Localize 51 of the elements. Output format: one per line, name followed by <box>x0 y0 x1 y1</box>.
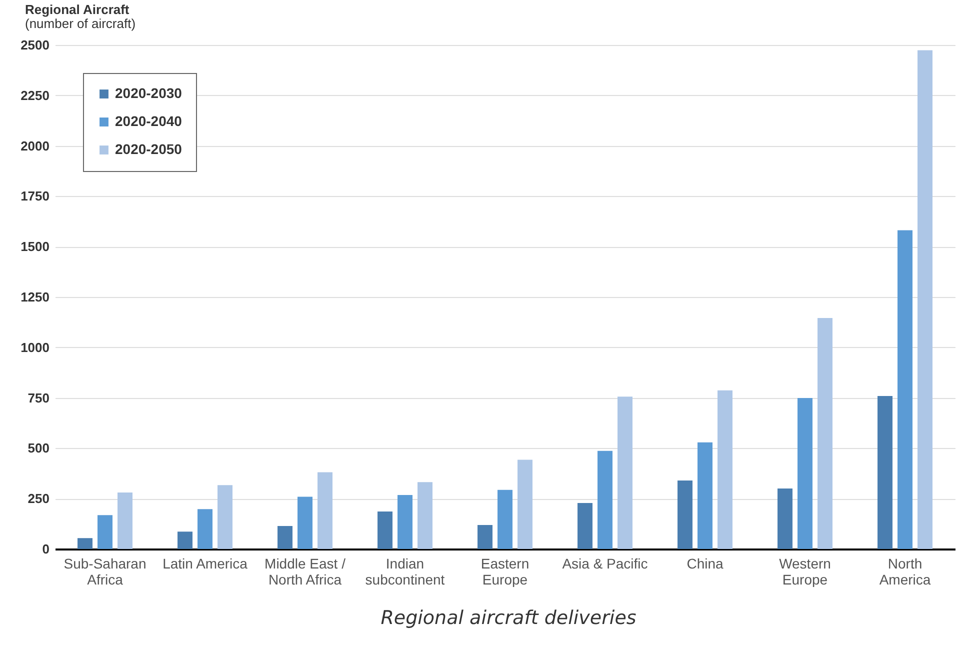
bar <box>98 515 112 549</box>
bar <box>318 472 332 549</box>
x-tick-label: China <box>686 556 724 572</box>
y-tick-label: 1500 <box>20 239 50 254</box>
x-tick-label: Latin America <box>162 556 248 572</box>
chart-subtitle: (number of aircraft) <box>25 16 136 31</box>
bar <box>718 390 732 549</box>
bar <box>678 480 692 549</box>
chart-title: Regional Aircraft <box>25 2 130 17</box>
y-tick-label: 1250 <box>20 290 50 304</box>
text: Regional aircraft deliveries <box>380 607 638 629</box>
x-tick-label: Indian subcontinent <box>365 556 445 588</box>
bar <box>378 512 392 549</box>
legend-label: 2020-2040 <box>115 113 182 129</box>
bar <box>798 398 812 549</box>
y-tick-label: 500 <box>28 440 50 456</box>
bar <box>598 450 612 549</box>
bar <box>578 503 592 549</box>
bar <box>178 532 192 549</box>
y-tick-label: 2250 <box>20 88 50 103</box>
bar <box>898 230 912 549</box>
legend-label: 2020-2030 <box>115 85 182 101</box>
x-tick-label: Middle East / North Africa <box>264 556 346 588</box>
y-tick-label: 1750 <box>20 188 50 204</box>
x-tick-label: North America <box>879 556 931 588</box>
bar <box>918 50 932 549</box>
y-tick-label: 250 <box>28 491 50 506</box>
bar <box>418 482 432 549</box>
bar <box>218 485 232 549</box>
bar <box>298 496 312 549</box>
bar <box>398 494 412 549</box>
x-tick-label: Sub-Saharan Africa <box>64 556 146 588</box>
bar <box>518 460 532 549</box>
y-tick-label: 2500 <box>20 38 50 52</box>
y-tick-label: 0 <box>42 542 50 556</box>
bar <box>198 509 212 549</box>
bar <box>478 525 492 549</box>
bar <box>818 318 832 549</box>
y-tick-label: 750 <box>28 390 50 406</box>
x-tick-label: Asia & Pacific <box>562 556 648 572</box>
legend-label: 2020-2050 <box>115 141 182 157</box>
bar <box>778 488 792 549</box>
bar <box>698 442 712 549</box>
bar <box>878 396 892 549</box>
bar <box>618 396 632 549</box>
y-tick-label: 2000 <box>20 138 50 154</box>
bar <box>498 490 512 549</box>
bar <box>278 526 292 549</box>
bar <box>118 492 132 549</box>
y-tick-label: 1000 <box>20 340 50 355</box>
bar <box>78 538 92 549</box>
